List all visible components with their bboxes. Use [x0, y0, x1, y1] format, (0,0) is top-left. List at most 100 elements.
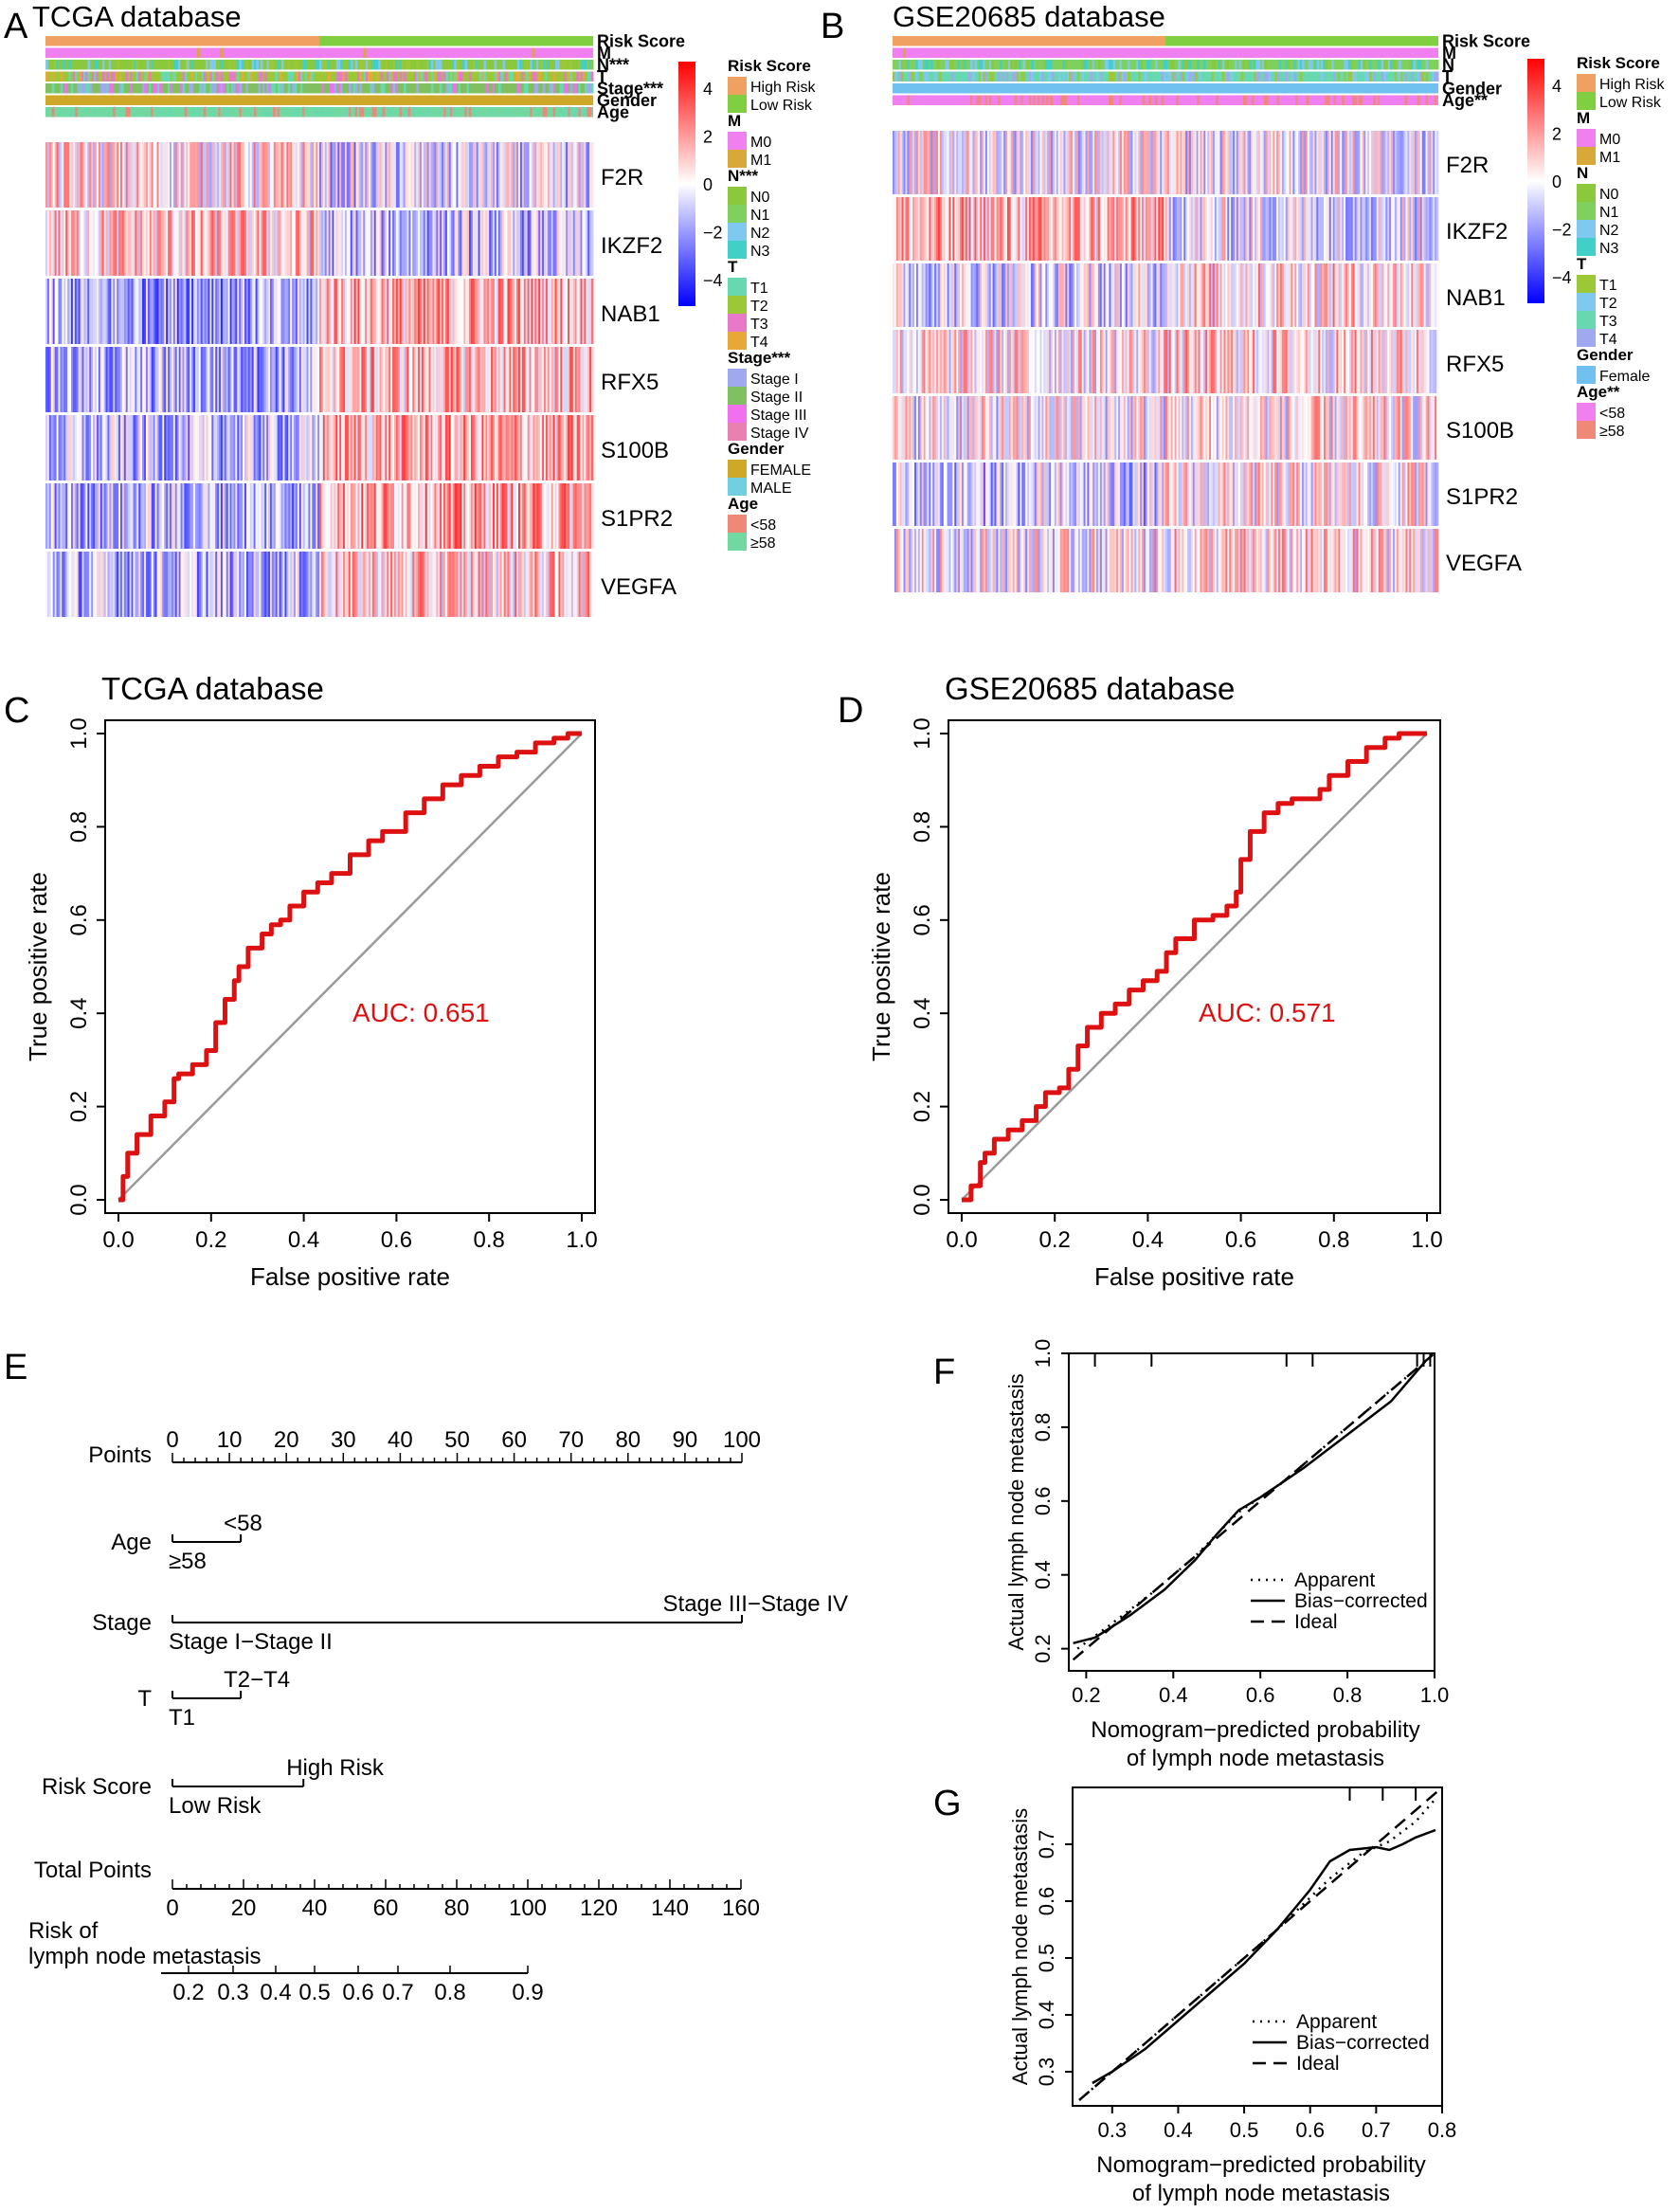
- annotation-cell: [991, 60, 994, 70]
- heatmap-cell: [129, 415, 132, 480]
- heatmap-cell: [1107, 197, 1110, 261]
- heatmap-cell: [543, 552, 547, 617]
- heatmap-cell: [1325, 396, 1328, 460]
- annotation-cell: [1224, 95, 1227, 105]
- heatmap-cell: [264, 483, 267, 549]
- annotation-cell: [1364, 71, 1368, 82]
- heatmap-cell: [443, 415, 446, 480]
- heatmap-cell: [1180, 330, 1183, 393]
- annotation-track: [893, 47, 1438, 58]
- heatmap-cell: [921, 131, 925, 194]
- heatmap-cell: [542, 552, 545, 617]
- heatmap-cell: [901, 462, 904, 526]
- heatmap-cell: [282, 415, 285, 480]
- heatmap-cell: [245, 279, 249, 344]
- heatmap-cell: [998, 330, 1001, 393]
- annotation-cell: [1419, 71, 1422, 82]
- annotation-cell: [1007, 60, 1011, 70]
- annotation-cell: [159, 60, 162, 70]
- heatmap-cell: [562, 552, 565, 617]
- annotation-cell: [1379, 71, 1382, 82]
- heatmap-cell: [381, 347, 384, 412]
- annotation-label: Risk Score: [597, 32, 685, 51]
- heatmap-cell: [231, 210, 234, 276]
- annotation-cell: [566, 107, 569, 118]
- heatmap-cell: [96, 279, 99, 344]
- heatmap-cell: [219, 210, 222, 276]
- heatmap-cell: [302, 552, 305, 617]
- annotation-cell: [268, 71, 272, 82]
- heatmap-cell: [516, 347, 519, 412]
- heatmap-cell: [1200, 330, 1202, 393]
- heatmap-cell: [1292, 263, 1295, 327]
- heatmap-cell: [540, 552, 543, 617]
- heatmap-cell: [456, 552, 459, 617]
- annotation-cell: [75, 107, 78, 118]
- annotation-cell: [1320, 60, 1324, 70]
- heatmap-cell: [229, 483, 232, 549]
- heatmap-cell: [166, 552, 169, 617]
- heatmap-cell: [158, 210, 161, 276]
- annotation-cell: [277, 107, 280, 118]
- heatmap-cell: [65, 552, 68, 617]
- heatmap-cell: [168, 552, 171, 617]
- gene-label: F2R: [601, 165, 643, 190]
- heatmap-cell: [1271, 462, 1273, 526]
- heatmap-cell: [1016, 263, 1019, 327]
- heatmap-cell: [306, 552, 309, 617]
- heatmap-cell: [81, 415, 84, 480]
- heatmap-cell: [235, 552, 238, 617]
- heatmap-cell: [925, 330, 928, 393]
- heatmap-cell: [1146, 330, 1150, 393]
- heatmap-cell: [1023, 330, 1026, 393]
- heatmap-cell: [438, 552, 441, 617]
- heatmap-cell: [917, 131, 921, 194]
- heatmap-cell: [312, 279, 315, 344]
- annotation-cell: [991, 71, 994, 82]
- heatmap-cell: [438, 347, 441, 412]
- heatmap-cell: [515, 483, 517, 549]
- heatmap-cell: [1303, 263, 1307, 327]
- heatmap-cell: [952, 330, 955, 393]
- heatmap-cell: [280, 210, 283, 276]
- heatmap-cell: [1116, 396, 1119, 460]
- annotation-cell: [449, 107, 453, 118]
- annotation-cell: [332, 83, 335, 94]
- heatmap-cell: [895, 330, 899, 393]
- heatmap-cell: [545, 142, 549, 208]
- heatmap-cell: [570, 552, 574, 617]
- heatmap-cell: [511, 210, 514, 276]
- heatmap-cell: [552, 142, 555, 208]
- heatmap-cell: [52, 210, 56, 276]
- heatmap-cell: [1219, 131, 1222, 194]
- annotation-cell: [49, 83, 53, 94]
- heatmap-cell: [1234, 263, 1237, 327]
- heatmap-cell: [481, 142, 484, 208]
- heatmap-cell: [476, 279, 479, 344]
- heatmap-cell: [45, 415, 48, 480]
- heatmap-cell: [95, 347, 98, 412]
- annotation-cell: [1299, 60, 1303, 70]
- annotation-cell: [351, 107, 354, 118]
- heatmap-cell: [1378, 263, 1381, 327]
- heatmap-cell: [1362, 396, 1364, 460]
- heatmap-cell: [930, 131, 933, 194]
- heatmap-cell: [1416, 131, 1419, 194]
- heatmap-cell: [1344, 330, 1346, 393]
- heatmap-cell: [1348, 197, 1352, 261]
- heatmap-cell: [998, 263, 1001, 327]
- heatmap-cell: [1352, 131, 1356, 194]
- annotation-cell: [361, 107, 365, 118]
- annotation-cell: [403, 71, 406, 82]
- annotation-cell: [1323, 95, 1326, 105]
- annotation-cell: [580, 60, 584, 70]
- heatmap-cell: [1156, 263, 1159, 327]
- annotation-cell: [1180, 71, 1183, 82]
- heatmap-cell: [1120, 462, 1123, 526]
- heatmap-cell: [1298, 197, 1301, 261]
- heatmap-cell: [156, 483, 159, 549]
- heatmap-cell: [572, 347, 576, 412]
- heatmap-cell: [133, 279, 135, 344]
- heatmap-cell: [1002, 197, 1004, 261]
- heatmap-cell: [956, 197, 959, 261]
